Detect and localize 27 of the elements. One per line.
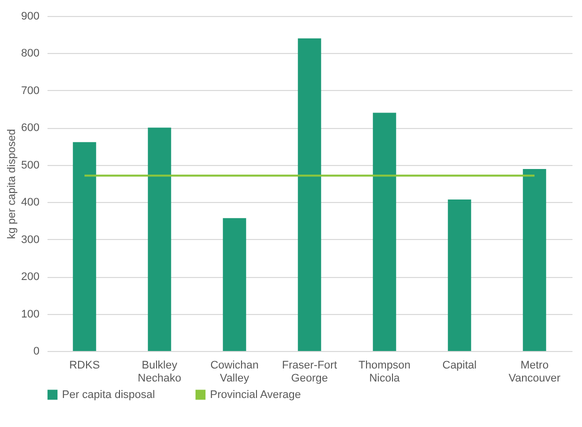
bar — [448, 200, 472, 351]
y-tick-label: 700 — [21, 84, 40, 97]
y-tick-label: 200 — [21, 271, 40, 284]
legend-label: Provincial Average — [210, 388, 301, 401]
bar — [72, 142, 96, 351]
y-tick-label: 300 — [21, 234, 40, 246]
x-tick-label: Cowichan Valley — [210, 360, 259, 384]
bar — [298, 38, 322, 351]
bar — [522, 168, 546, 351]
y-tick-label: 800 — [21, 48, 40, 60]
y-tick-label: 0 — [33, 346, 40, 358]
bar — [148, 128, 172, 351]
y-tick-label: 600 — [21, 122, 40, 134]
x-tick-label: Fraser-Fort George — [282, 360, 337, 384]
x-tick-label: Metro Vancouver — [508, 360, 561, 384]
legend-label: Per capita disposal — [62, 388, 155, 401]
x-tick-label: Bulkley Nechako — [138, 360, 182, 384]
x-tick-label: Capital — [442, 360, 477, 372]
y-tick-label: 500 — [21, 159, 40, 172]
x-tick-label: Thompson Nicola — [358, 360, 410, 384]
bar — [222, 218, 246, 351]
y-axis-title: kg per capita disposed — [6, 128, 18, 240]
y-tick-label: 400 — [21, 196, 40, 209]
y-tick-label: 100 — [21, 308, 40, 320]
x-tick-label: RDKS — [69, 360, 100, 372]
y-tick-label: 900 — [21, 10, 40, 22]
bar — [372, 112, 396, 351]
